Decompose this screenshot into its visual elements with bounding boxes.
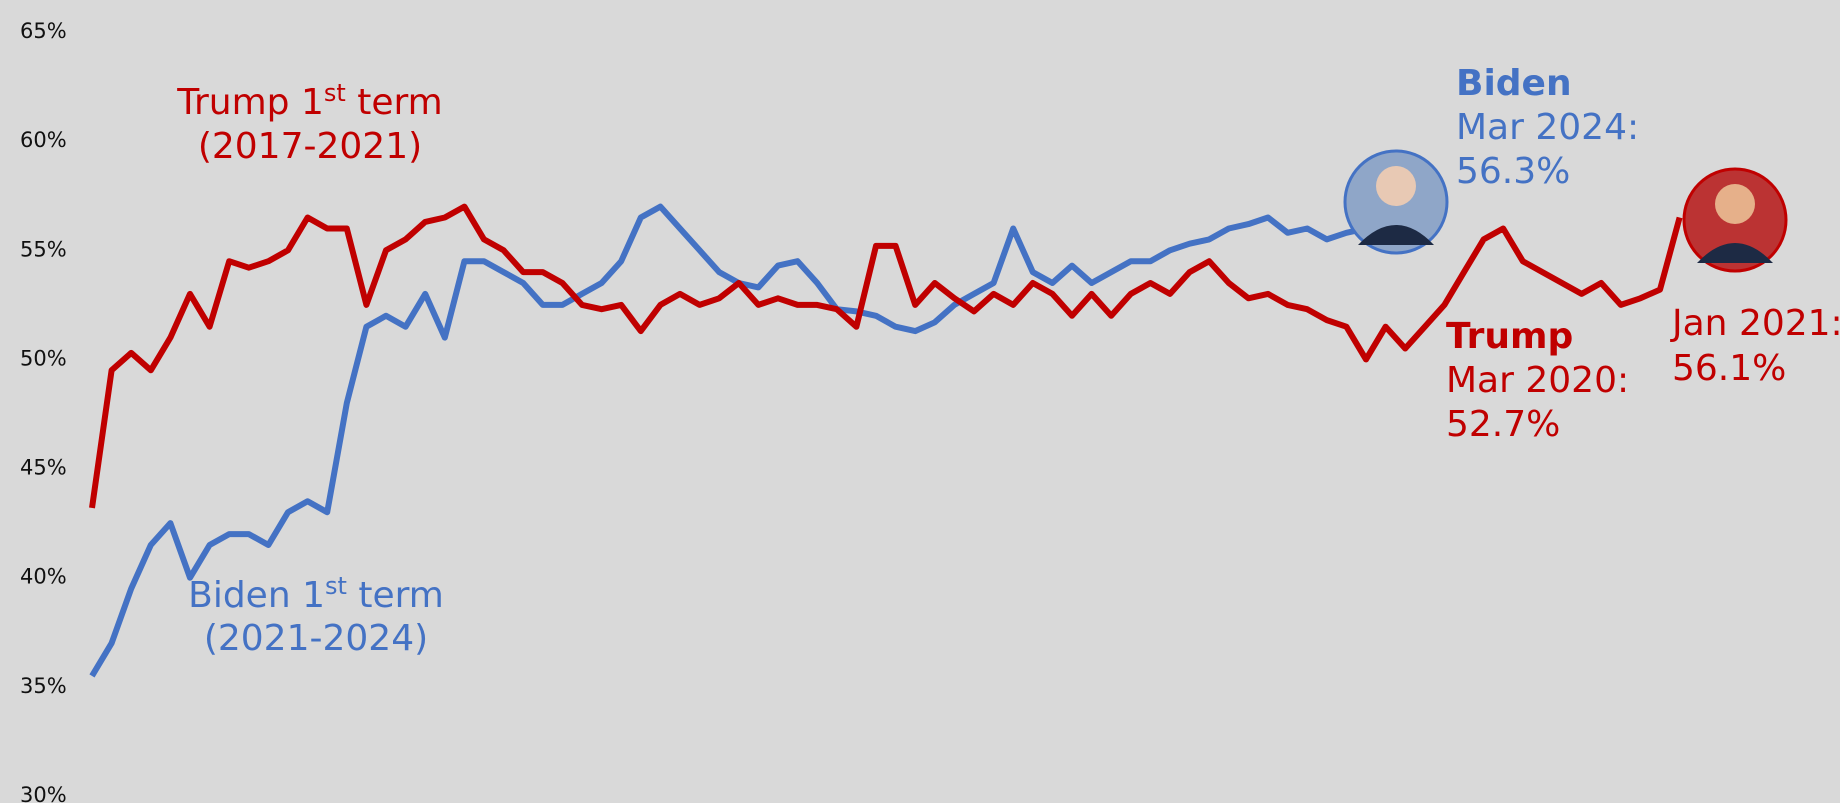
series-line	[89, 203, 1683, 509]
trump-term-years: (2017-2021)	[198, 126, 422, 167]
grid-layer: 30% 35% 40% 45% 50% 55% 60% 65%	[20, 19, 1683, 803]
biden-photo	[1343, 149, 1449, 255]
trump-photo	[1682, 167, 1788, 273]
trump-name: Trump	[1446, 316, 1573, 357]
photo-face	[1715, 184, 1755, 224]
photo-face	[1376, 166, 1416, 206]
photo-body	[1358, 225, 1434, 245]
series-line	[89, 203, 1367, 678]
label-part: term	[347, 575, 444, 616]
trump-term-label: Trump 1st term	[176, 79, 442, 123]
y-tick-label: 45%	[20, 456, 67, 480]
y-tick-label: 40%	[20, 565, 67, 589]
y-tick-label: 35%	[20, 674, 67, 698]
biden-term-years: (2021-2024)	[204, 618, 428, 659]
label-sup: st	[324, 79, 346, 107]
label-part: term	[346, 82, 443, 123]
biden-value: 56.3%	[1456, 151, 1570, 192]
biden-name: Biden	[1456, 63, 1572, 104]
trump-date: Mar 2020:	[1446, 360, 1629, 401]
y-tick-label: 60%	[20, 128, 67, 152]
y-tick-label: 55%	[20, 237, 67, 261]
annotations: Trump 1st term (2017-2021) Biden 1st ter…	[176, 63, 1840, 659]
biden-term-label: Biden 1st term	[188, 572, 444, 616]
trump-end-date: Jan 2021:	[1670, 303, 1840, 344]
label-part: Trump 1	[176, 82, 324, 123]
trump-end-value: 56.1%	[1672, 348, 1786, 389]
biden-date: Mar 2024:	[1456, 107, 1639, 148]
y-tick-label: 65%	[20, 19, 67, 43]
label-part: Biden 1	[188, 575, 325, 616]
label-sup: st	[325, 572, 347, 600]
y-tick-label: 30%	[20, 783, 67, 803]
trump-value: 52.7%	[1446, 404, 1560, 445]
y-tick-label: 50%	[20, 346, 67, 370]
photo-body	[1697, 243, 1773, 263]
